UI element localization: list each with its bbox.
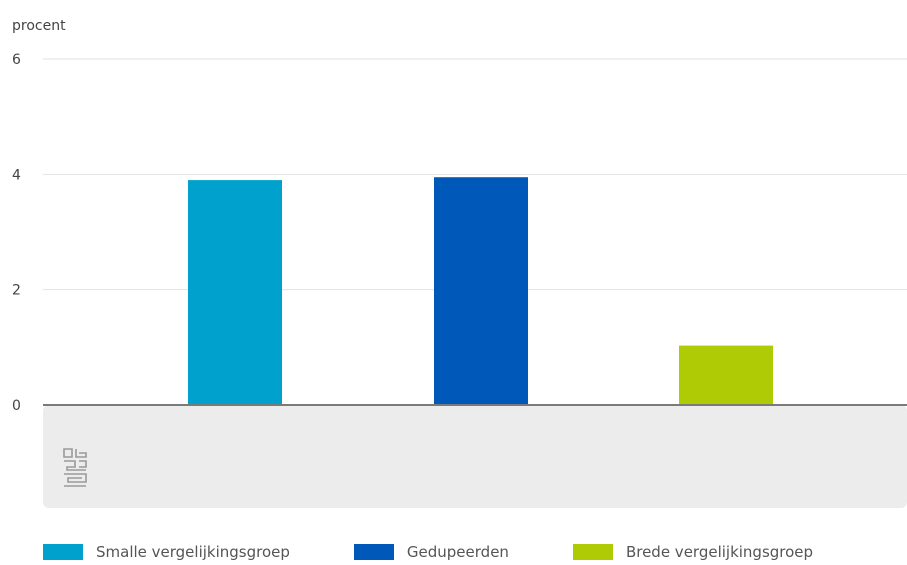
- legend-label: Gedupeerden: [406, 543, 509, 561]
- bar-2: [434, 177, 528, 405]
- legend-swatch: [43, 544, 83, 560]
- below-axis-panel: [43, 405, 907, 508]
- legend-item: Gedupeerden: [353, 543, 509, 561]
- y-tick-label: 4: [12, 167, 21, 183]
- bars: [188, 177, 773, 405]
- y-tick-label: 2: [12, 283, 21, 299]
- y-tick-labels: 0 2 4 6: [12, 52, 21, 414]
- bar-1: [188, 180, 282, 405]
- bar-3: [679, 345, 773, 405]
- legend-label: Brede vergelijkingsgroep: [625, 543, 814, 561]
- y-tick-label: 6: [12, 52, 21, 68]
- legend-label: Smalle vergelijkingsgroep: [96, 543, 290, 561]
- cbs-logo-icon: [63, 448, 87, 487]
- legend-item: Smalle vergelijkingsgroep: [43, 543, 290, 561]
- legend-swatch: [353, 544, 394, 560]
- y-axis-label: procent: [12, 18, 66, 34]
- y-tick-label: 0: [12, 398, 21, 414]
- legend: Smalle vergelijkingsgroep Gedupeerden Bred…: [43, 543, 877, 561]
- legend-swatch: [572, 544, 613, 560]
- legend-item: Brede vergelijkingsgroep: [572, 543, 814, 561]
